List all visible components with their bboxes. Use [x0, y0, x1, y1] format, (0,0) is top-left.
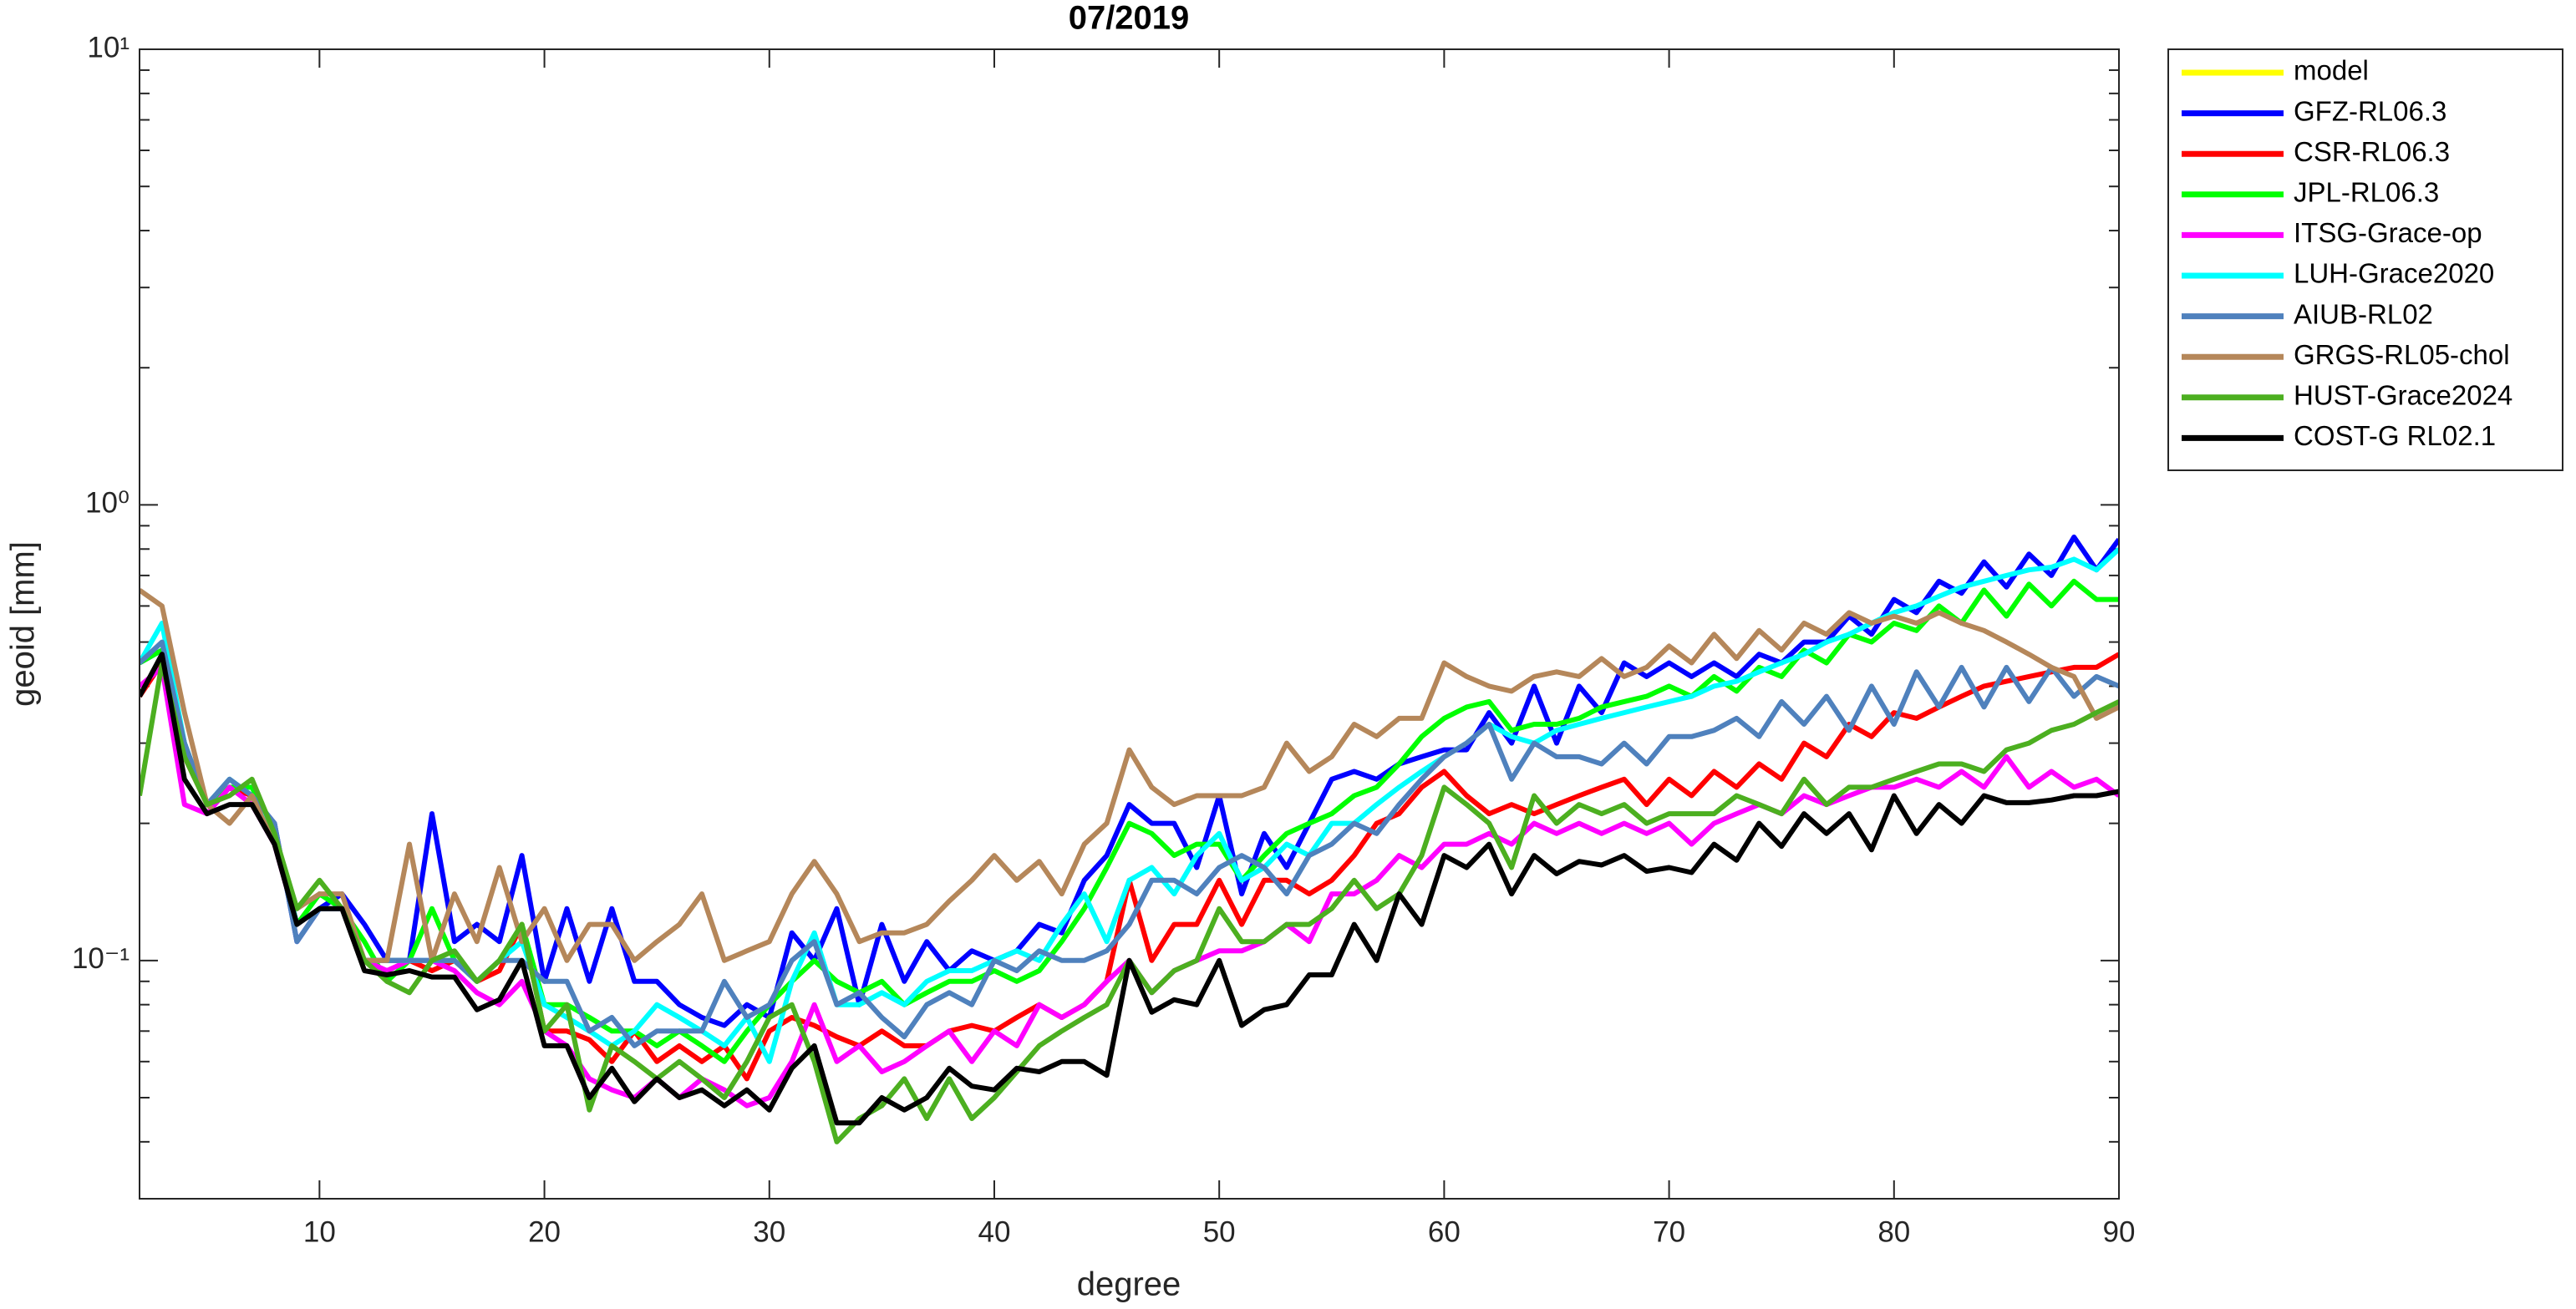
x-tick-label: 30 [753, 1215, 785, 1248]
legend-label: LUH-Grace2020 [2294, 258, 2494, 289]
legend-label: HUST-Grace2024 [2294, 380, 2512, 411]
y-tick-label: 10¹ [87, 31, 130, 63]
series-line [140, 652, 2119, 1126]
legend-label: GRGS-RL05-chol [2294, 339, 2510, 370]
legend-label: CSR-RL06.3 [2294, 136, 2450, 167]
chart-title: 07/2019 [1069, 0, 1190, 37]
x-tick-label: 70 [1653, 1215, 1685, 1248]
legend-label: AIUB-RL02 [2294, 298, 2433, 329]
plot-frame [139, 48, 2120, 1200]
x-tick-label: 60 [1428, 1215, 1461, 1248]
legend-label: JPL-RL06.3 [2294, 177, 2439, 208]
y-tick-label: 10⁰ [85, 487, 130, 520]
series-line [140, 587, 2119, 963]
x-tick-label: 80 [1877, 1215, 1910, 1248]
y-axis-label: geoid [mm] [5, 541, 42, 707]
legend-label: model [2294, 55, 2369, 86]
legend-label: GFZ-RL06.3 [2294, 95, 2446, 126]
x-tick-label: 40 [978, 1215, 1011, 1248]
y-tick-label: 10⁻¹ [72, 942, 130, 975]
x-tick-label: 90 [2103, 1215, 2136, 1248]
x-axis-label: degree [1077, 1266, 1181, 1303]
x-tick-label: 20 [528, 1215, 561, 1248]
legend-label: COST-G RL02.1 [2294, 420, 2496, 451]
legend-label: ITSG-Grace-op [2294, 217, 2482, 248]
x-tick-label: 50 [1203, 1215, 1236, 1248]
x-tick-label: 10 [303, 1215, 336, 1248]
